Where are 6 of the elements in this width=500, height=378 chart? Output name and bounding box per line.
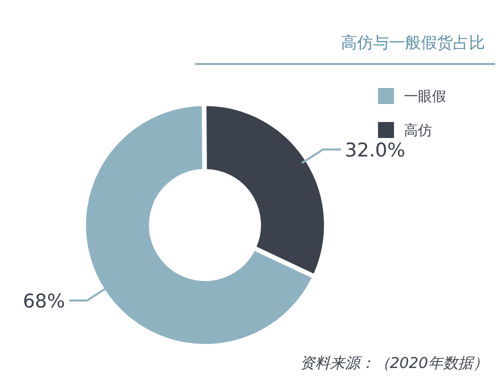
legend-label: 高仿: [404, 123, 432, 139]
text: 资料来源：（2020年数据）: [300, 354, 488, 372]
chart-title: 高仿与一般假货占比: [341, 33, 485, 52]
data-label: 68%: [22, 290, 66, 312]
data-label: 32.0%: [344, 140, 406, 162]
legend-label: 一眼假: [404, 89, 446, 105]
